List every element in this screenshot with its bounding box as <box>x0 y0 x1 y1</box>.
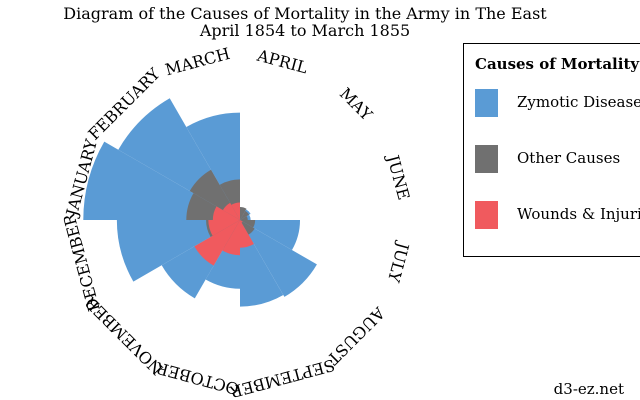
legend-label-zymotic: Zymotic Diseases <box>517 93 640 111</box>
legend-swatch-other <box>475 145 498 173</box>
legend-label-wounds: Wounds & Injuries <box>517 205 640 223</box>
chart-title-line-2: April 1854 to March 1855 <box>199 21 410 40</box>
wedge-wounds-injuries-february[interactable] <box>222 202 240 220</box>
wedge-wounds-injuries-december[interactable] <box>208 220 240 236</box>
wedge-zymotic-diseases-july[interactable] <box>240 220 301 251</box>
month-label-april: APRIL <box>254 46 310 78</box>
month-label-june: JUNE <box>383 151 414 202</box>
wedge-wounds-injuries-march[interactable] <box>231 202 240 220</box>
credit-link[interactable]: d3-ez.net <box>553 380 624 398</box>
wedge-other-causes-june[interactable] <box>240 216 248 220</box>
chart-title-line-1: Diagram of the Causes of Mortality in th… <box>63 4 547 23</box>
month-label-december: DECEMBER <box>59 211 104 314</box>
legend: Causes of Mortality Zymotic Diseases Oth… <box>463 43 640 257</box>
month-label-september: SEPTEMBER <box>227 355 337 400</box>
wedge-wounds-injuries-september[interactable] <box>240 220 254 248</box>
wedge-wounds-injuries-august[interactable] <box>240 220 243 223</box>
legend-swatch-wounds <box>475 201 498 229</box>
wedge-wounds-injuries-november[interactable] <box>194 220 240 266</box>
wedge-wounds-injuries-october[interactable] <box>222 220 240 256</box>
legend-title: Causes of Mortality <box>475 55 640 73</box>
wedge-wounds-injuries-january[interactable] <box>212 206 240 220</box>
wedge-other-causes-august[interactable] <box>240 220 255 235</box>
month-label-october: OCTOBER <box>153 358 241 399</box>
legend-label-other: Other Causes <box>517 149 621 167</box>
legend-swatch-zymotic <box>475 89 498 117</box>
month-label-march: MARCH <box>163 44 232 79</box>
wedge-other-causes-july[interactable] <box>240 220 256 228</box>
month-label-july: JULY <box>384 239 413 285</box>
wedge-group <box>83 98 317 307</box>
wedge-zymotic-diseases-december[interactable] <box>116 220 240 282</box>
wedge-zymotic-diseases-august[interactable] <box>240 220 317 297</box>
month-label-may: MAY <box>336 84 377 125</box>
wedge-other-causes-may[interactable] <box>240 210 250 220</box>
wedge-other-causes-april[interactable] <box>240 207 247 220</box>
